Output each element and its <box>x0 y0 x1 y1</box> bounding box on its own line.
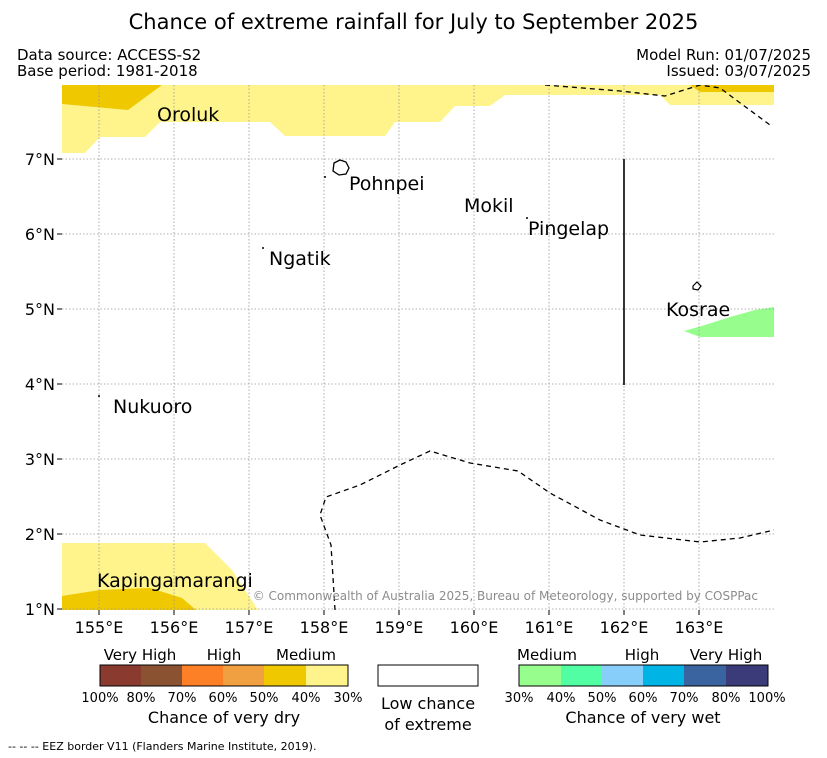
dry-swatch <box>264 665 306 686</box>
lat-tick: 6°N <box>25 225 55 244</box>
pohnpei-island <box>332 159 350 176</box>
lat-tick: 1°N <box>25 600 55 619</box>
wet-colorbar-frame <box>518 664 769 687</box>
dry-colorbar-frame <box>99 664 349 687</box>
dry-tick: 70% <box>168 691 197 706</box>
dry-tick: 30% <box>334 691 363 706</box>
model-run: Model Run: 01/07/2025 <box>636 46 811 64</box>
lon-tick-labels: 155°E 156°E 157°E 158°E 159°E 160°E 161°… <box>75 618 724 637</box>
wet-tick: 80% <box>712 691 741 706</box>
dry-label-very-high: Very High <box>104 646 177 664</box>
wet-tick: 50% <box>588 691 617 706</box>
dry-label-high: High <box>207 646 241 664</box>
dry-tick: 80% <box>127 691 156 706</box>
legend-wet: Medium High Very High 30% 40% 50% 60% 70… <box>505 646 786 727</box>
dry-medium-dark-north <box>62 85 162 110</box>
lon-tick: 156°E <box>150 618 199 637</box>
dry-medium-region-north <box>62 85 774 153</box>
legend-dry: Very High High Medium 100% 80% 70% 60% 5… <box>81 646 362 727</box>
dry-label-medium: Medium <box>276 646 336 664</box>
wet-swatch <box>684 665 726 686</box>
dry-tick: 60% <box>209 691 238 706</box>
nukuoro-atoll <box>98 395 100 397</box>
eez-footnote: -- -- -- EEZ border V11 (Flanders Marine… <box>8 740 316 753</box>
copyright-notice: © Commonwealth of Australia 2025, Bureau… <box>253 589 758 603</box>
data-source: Data source: ACCESS-S2 <box>17 46 202 64</box>
source-info: Data source: ACCESS-S2 Base period: 1981… <box>17 47 201 79</box>
lon-tick: 161°E <box>525 618 574 637</box>
pingelap-atoll <box>526 217 528 219</box>
dry-swatch <box>306 665 348 686</box>
lat-tick: 2°N <box>25 525 55 544</box>
wet-label-high: High <box>625 646 659 664</box>
dry-swatch <box>100 665 141 686</box>
place-label-ngatik: Ngatik <box>269 248 331 270</box>
wet-tick: 60% <box>629 691 658 706</box>
eez-border <box>319 85 774 610</box>
graticule <box>62 85 774 610</box>
wet-medium-region <box>684 307 774 337</box>
lat-tick: 7°N <box>25 150 55 169</box>
dry-tick: 50% <box>250 691 279 706</box>
lat-tick: 3°N <box>25 450 55 469</box>
wet-tick: 40% <box>547 691 576 706</box>
place-label-pohnpei: Pohnpei <box>349 173 425 195</box>
lon-tick: 158°E <box>300 618 349 637</box>
lon-tick: 155°E <box>75 618 124 637</box>
place-label-oroluk: Oroluk <box>157 104 219 126</box>
place-label-kapingamarangi: Kapingamarangi <box>97 570 253 592</box>
place-label-kosrae: Kosrae <box>666 299 730 321</box>
dry-medium-dark-south <box>62 588 196 610</box>
dry-tick: 40% <box>292 691 321 706</box>
map-title: Chance of extreme rainfall for July to S… <box>128 10 699 34</box>
place-label-mokil: Mokil <box>464 195 514 217</box>
dry-medium-dark-northeast <box>690 85 774 92</box>
dry-swatch <box>223 665 264 686</box>
run-info: Model Run: 01/07/2025 Issued: 03/07/2025 <box>636 47 811 79</box>
wet-caption: Chance of very wet <box>565 708 720 727</box>
base-period: Base period: 1981-2018 <box>17 62 198 80</box>
dry-swatch <box>141 665 182 686</box>
dry-swatch <box>182 665 223 686</box>
wet-swatch <box>519 665 561 686</box>
lon-tick: 160°E <box>450 618 499 637</box>
place-label-nukuoro: Nukuoro <box>113 396 192 418</box>
legend-low-chance: Low chance of extreme <box>377 664 479 734</box>
wet-label-medium: Medium <box>517 646 577 664</box>
ngatik-atoll <box>262 247 264 249</box>
wet-swatch <box>726 665 768 686</box>
axis-ticks <box>57 158 700 615</box>
low-chance-swatch <box>377 664 479 687</box>
wet-swatch <box>561 665 602 686</box>
low-chance-caption-2: of extreme <box>384 715 471 734</box>
lon-tick: 163°E <box>675 618 724 637</box>
wet-swatch <box>643 665 684 686</box>
lon-tick: 157°E <box>225 618 274 637</box>
place-label-pingelap: Pingelap <box>528 218 609 240</box>
wet-tick: 30% <box>505 691 534 706</box>
kosrae-island <box>692 281 702 291</box>
ant-atoll <box>324 176 326 178</box>
dry-tick: 100% <box>81 691 118 706</box>
lat-tick-labels: 1°N 2°N 3°N 4°N 5°N 6°N 7°N <box>25 150 55 619</box>
wet-swatch <box>602 665 643 686</box>
map-area <box>62 85 774 610</box>
lon-tick: 159°E <box>375 618 424 637</box>
lat-tick: 5°N <box>25 300 55 319</box>
wet-label-very-high: Very High <box>690 646 763 664</box>
issued-date: Issued: 03/07/2025 <box>666 62 811 80</box>
wet-tick: 100% <box>748 691 785 706</box>
dry-caption: Chance of very dry <box>148 708 300 727</box>
lat-tick: 4°N <box>25 375 55 394</box>
wet-tick: 70% <box>670 691 699 706</box>
low-chance-caption-1: Low chance <box>381 694 475 713</box>
lon-tick: 162°E <box>600 618 649 637</box>
